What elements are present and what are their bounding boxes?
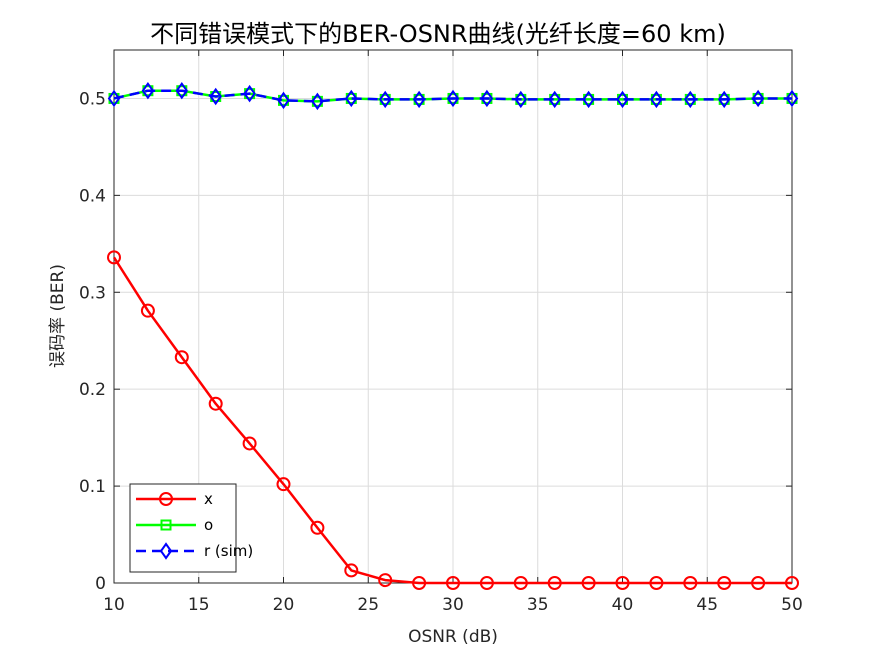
data-point-diamond <box>582 90 595 109</box>
legend-label: r (sim) <box>204 542 253 560</box>
x-tick-label: 15 <box>188 595 210 615</box>
data-point-circle <box>378 573 393 588</box>
series-diamond <box>107 81 799 111</box>
data-point-diamond <box>514 90 528 109</box>
series-line-circle <box>112 256 792 585</box>
data-point-circle <box>649 576 664 590</box>
legend-item: x <box>136 490 213 508</box>
y-axis-label: 误码率 (BER) <box>48 264 68 368</box>
chart-title: 不同错误模式下的BER-OSNR曲线(光纤长度=60 km) <box>150 20 726 48</box>
data-point-diamond <box>446 89 460 108</box>
series-circle <box>107 250 799 590</box>
data-point-circle <box>446 576 460 590</box>
y-tick-label: 0 <box>95 574 106 594</box>
legend-item: r (sim) <box>136 542 253 560</box>
x-grid <box>113 50 793 583</box>
data-point-circle <box>751 576 766 590</box>
data-point-circle <box>615 576 630 590</box>
data-point-diamond <box>684 90 697 109</box>
x-tick-label: 45 <box>696 595 718 615</box>
data-point-diamond <box>616 90 629 109</box>
data-point-circle <box>513 576 528 590</box>
data-point-circle <box>140 303 155 318</box>
series-line-diamond <box>113 89 792 103</box>
x-tick-label: 25 <box>357 595 379 615</box>
data-point-circle <box>547 576 562 590</box>
x-tick-label: 30 <box>442 595 464 615</box>
legend-marker-circle <box>159 492 173 506</box>
data-point-diamond <box>141 81 155 100</box>
y-tick-label: 0.3 <box>79 283 106 303</box>
x-tick-label: 20 <box>273 595 295 615</box>
data-point-diamond <box>345 89 358 108</box>
series-layer <box>107 81 799 590</box>
data-point-diamond <box>548 90 561 109</box>
data-point-circle <box>174 350 189 365</box>
y-tick-label: 0.2 <box>79 380 106 400</box>
data-point-diamond <box>175 81 189 100</box>
y-tick-label: 0.5 <box>79 89 106 109</box>
data-point-diamond <box>107 89 121 108</box>
data-point-circle <box>785 576 799 590</box>
data-point-diamond <box>785 89 799 108</box>
data-point-diamond <box>412 90 426 109</box>
data-point-circle <box>310 520 325 535</box>
legend-label: x <box>204 490 213 508</box>
x-tick-label: 50 <box>781 595 803 615</box>
legend-items: xo r (sim) <box>136 490 253 560</box>
x-tick-label: 40 <box>612 595 634 615</box>
y-tick-label: 0.1 <box>79 477 106 497</box>
data-point-diamond <box>751 89 765 108</box>
data-point-circle <box>208 396 223 411</box>
legend-marker-square <box>160 519 172 531</box>
data-point-circle <box>412 576 427 590</box>
data-point-circle <box>344 563 359 578</box>
y-tick-label: 0.4 <box>79 186 106 206</box>
data-point-diamond <box>480 89 494 108</box>
data-point-diamond <box>209 87 222 106</box>
data-point-circle <box>242 436 257 451</box>
data-point-diamond <box>311 92 324 111</box>
legend: xo r (sim) <box>129 483 253 573</box>
data-point-circle <box>717 576 732 590</box>
data-point-diamond <box>650 90 663 109</box>
legend-item: o <box>136 516 213 534</box>
data-point-circle <box>107 250 121 265</box>
legend-marker-diamond <box>159 542 173 560</box>
data-point-diamond <box>277 91 290 110</box>
data-point-circle <box>683 576 698 590</box>
data-point-circle <box>276 477 291 492</box>
data-point-diamond <box>717 90 731 109</box>
data-point-diamond <box>243 84 256 103</box>
data-point-circle <box>581 576 596 590</box>
x-tick-label: 10 <box>103 595 125 615</box>
data-point-circle <box>479 576 494 590</box>
x-axis-label: OSNR (dB) <box>408 627 498 647</box>
x-tick-labels: 10 15 20 25 30 35 40 45 50 <box>103 595 803 615</box>
x-tick-label: 35 <box>527 595 549 615</box>
legend-label: o <box>204 516 213 534</box>
data-point-diamond <box>378 90 392 109</box>
y-tick-labels: 0 0.1 0.2 0.3 0.4 0.5 <box>79 89 106 594</box>
